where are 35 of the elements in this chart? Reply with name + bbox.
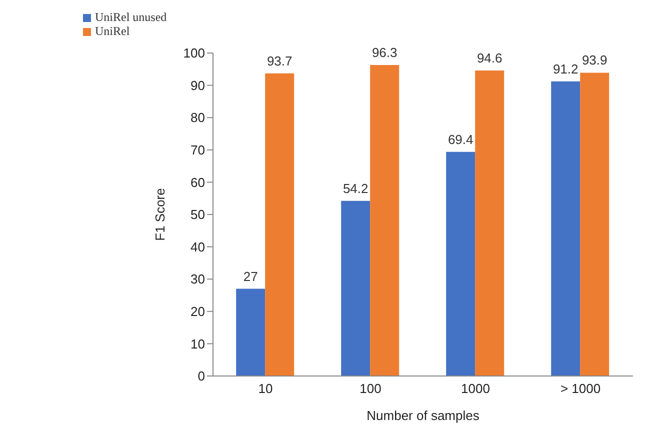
- legend-label: UniRel unused: [95, 10, 167, 24]
- y-tick-label: 40: [190, 239, 205, 254]
- bar: [475, 70, 504, 376]
- bar: [341, 200, 370, 376]
- y-tick-label: 90: [190, 78, 205, 93]
- x-axis-title: Number of samples: [366, 408, 480, 423]
- y-tick-label: 60: [190, 174, 205, 190]
- bar: [551, 81, 580, 376]
- data-label: 91.2: [552, 61, 578, 76]
- x-tick-label: > 1000: [560, 381, 601, 396]
- legend-label: UniRel: [95, 24, 130, 38]
- x-tick-label: 1000: [461, 381, 490, 396]
- y-tick-label: 50: [190, 207, 205, 222]
- y-tick-label: 70: [190, 142, 205, 158]
- data-label: 93.7: [266, 53, 292, 68]
- y-tick-label: 10: [190, 336, 205, 352]
- data-label: 27: [243, 268, 258, 284]
- bar: [370, 64, 400, 376]
- y-tick-label: 100: [183, 46, 205, 61]
- x-tick-label: 100: [360, 381, 382, 396]
- data-label: 69.4: [448, 132, 474, 147]
- y-axis-title: F1 Score: [152, 188, 168, 241]
- y-tick-label: 30: [190, 272, 205, 287]
- x-tick-label: 10: [258, 381, 273, 396]
- data-label: 96.3: [372, 44, 398, 60]
- y-tick-label: 0: [198, 368, 205, 384]
- bar: [580, 72, 610, 376]
- data-label: 94.6: [476, 50, 502, 66]
- y-tick-label: 20: [190, 304, 205, 320]
- y-tick-label: 80: [190, 110, 205, 126]
- data-label: 93.9: [582, 52, 608, 68]
- bar: [265, 73, 294, 376]
- bar: [446, 152, 476, 376]
- bar: [236, 288, 266, 376]
- data-label: 54.2: [342, 180, 368, 196]
